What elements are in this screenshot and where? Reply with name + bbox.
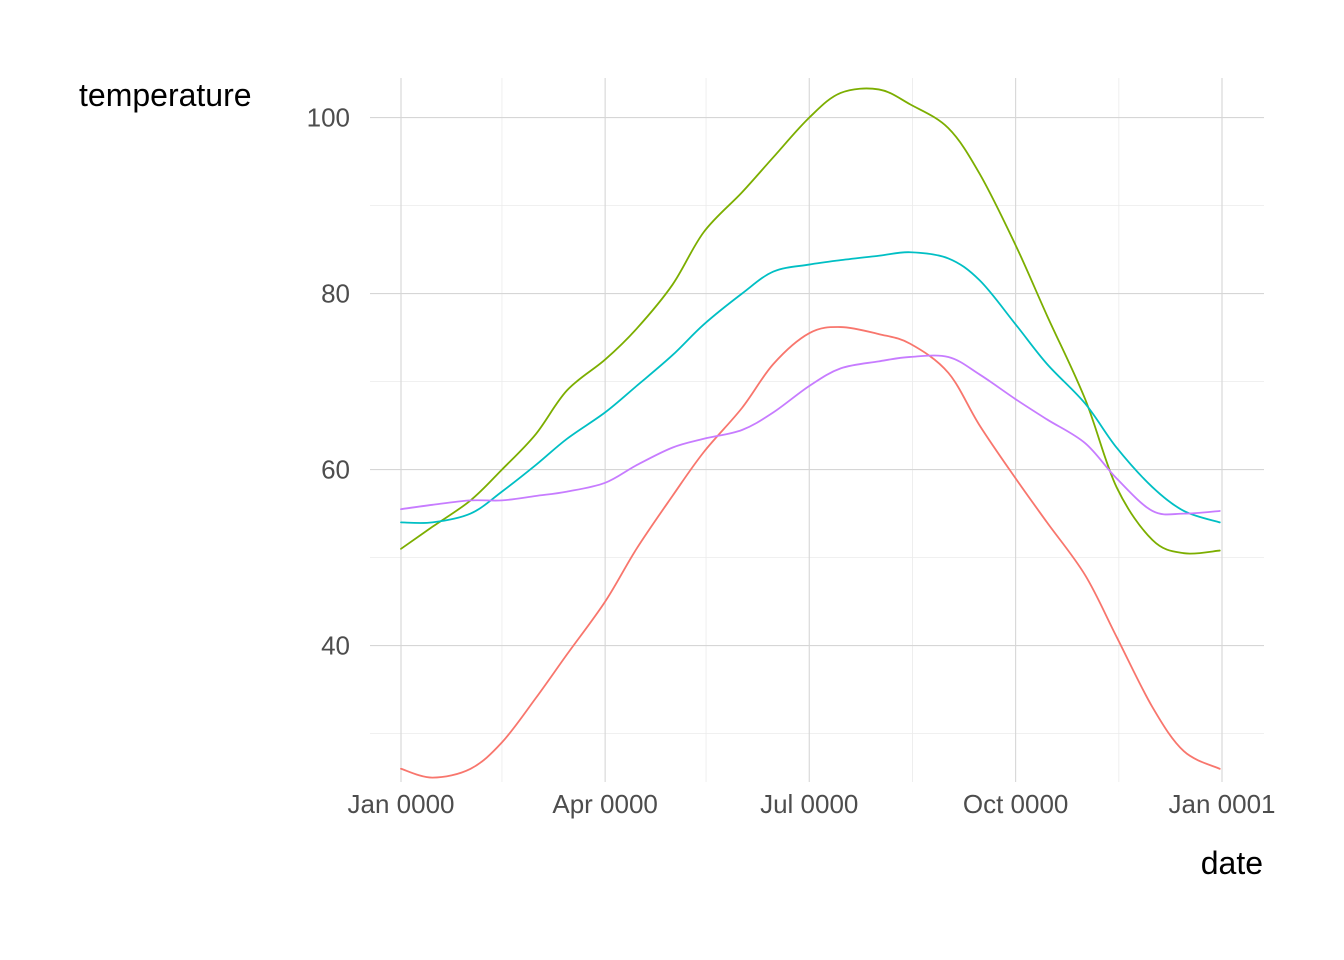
- series-line-2: [400, 87, 1221, 555]
- y-tick-label: 100: [307, 103, 350, 133]
- y-tick-label: 80: [321, 279, 350, 309]
- x-axis-title: date: [1201, 845, 1263, 881]
- series-lines: [400, 87, 1221, 779]
- y-tick-label: 40: [321, 631, 350, 661]
- y-tick-label: 60: [321, 455, 350, 485]
- x-tick-label: Oct 0000: [963, 789, 1069, 819]
- series-line-1: [400, 326, 1221, 779]
- tick-labels: 40 60 80 100 Jan 0000 Apr 0000 Jul 0000 Oct 000…: [307, 103, 1276, 819]
- series-line-3: [400, 251, 1221, 524]
- grid: [370, 78, 1264, 782]
- x-tick-label: Jan 0001: [1169, 789, 1276, 819]
- y-axis-title: temperature: [79, 77, 252, 113]
- x-tick-label: Jul 0000: [760, 789, 858, 819]
- x-tick-label: Jan 0000: [348, 789, 455, 819]
- x-tick-label: Apr 0000: [552, 789, 658, 819]
- series-line-4: [400, 354, 1221, 516]
